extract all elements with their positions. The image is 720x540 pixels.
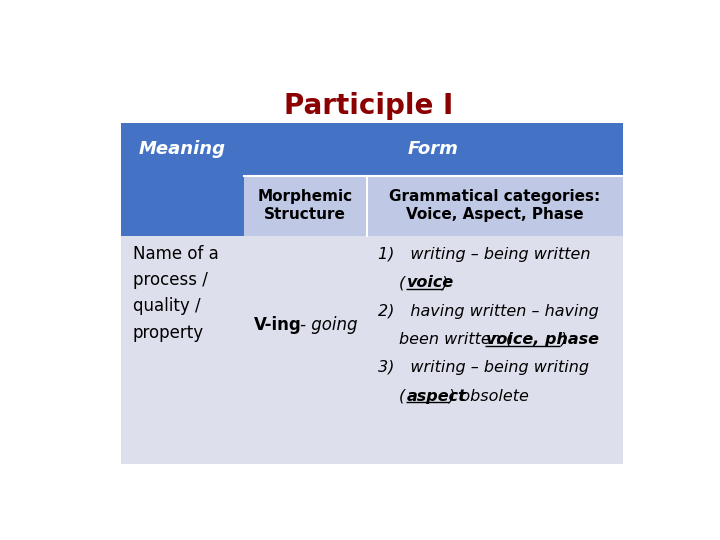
Text: Grammatical categories:
Voice, Aspect, Phase: Grammatical categories: Voice, Aspect, P…	[390, 189, 600, 222]
Text: 1) writing – being written: 1) writing – being written	[378, 247, 590, 262]
Bar	[244, 176, 366, 235]
Text: Participle I: Participle I	[284, 92, 454, 120]
Bar	[121, 123, 244, 176]
Bar	[244, 123, 623, 176]
Bar	[121, 235, 244, 464]
Text: Meaning: Meaning	[139, 140, 225, 158]
Bar	[366, 176, 623, 235]
Text: (: (	[399, 275, 405, 291]
Bar	[121, 123, 623, 464]
Text: (: (	[399, 389, 405, 403]
Text: Morphemic
Structure: Morphemic Structure	[258, 189, 353, 222]
Text: Form: Form	[408, 140, 459, 158]
Text: ): )	[441, 275, 448, 291]
Text: ) obsolete: ) obsolete	[449, 389, 528, 403]
Text: 2) having written – having: 2) having written – having	[378, 303, 598, 319]
Bar	[366, 235, 623, 464]
Text: aspect: aspect	[407, 389, 467, 403]
Bar	[244, 235, 366, 464]
Text: been written (: been written (	[399, 332, 513, 347]
Text: ): )	[561, 332, 567, 347]
Text: - going: - going	[300, 316, 357, 334]
Text: V-ing: V-ing	[253, 316, 302, 334]
Text: voice: voice	[407, 275, 454, 291]
Bar	[121, 176, 244, 235]
Text: 3) writing – being writing: 3) writing – being writing	[378, 360, 589, 375]
Text: Name of a
process /
quality /
property: Name of a process / quality / property	[133, 245, 219, 342]
Text: voice, phase: voice, phase	[485, 332, 598, 347]
